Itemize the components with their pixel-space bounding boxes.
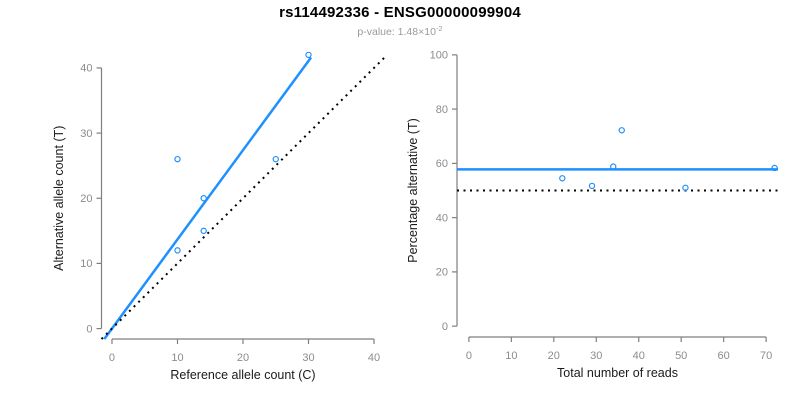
y-tick-label: 100 bbox=[430, 50, 448, 62]
data-point bbox=[588, 182, 596, 190]
x-tick-label: 70 bbox=[760, 350, 772, 362]
plot-subtitle: p-value: 1.48×10-2 bbox=[0, 24, 800, 38]
data-point bbox=[771, 164, 778, 172]
x-tick-label: 0 bbox=[109, 352, 115, 364]
y-axis-title: Percentage alternative (T) bbox=[406, 118, 420, 263]
x-tick-label: 30 bbox=[302, 352, 314, 364]
pvalue-text: p-value: 1.48×10 bbox=[357, 26, 436, 38]
x-tick-label: 20 bbox=[548, 350, 560, 362]
x-tick-label: 20 bbox=[237, 352, 249, 364]
data-points bbox=[174, 51, 312, 254]
data-point bbox=[174, 155, 181, 163]
fitted-ratio-line bbox=[103, 56, 313, 340]
data-point bbox=[272, 155, 279, 163]
y-tick-label: 20 bbox=[80, 193, 92, 205]
y-tick-label: 80 bbox=[436, 104, 448, 116]
y-tick-label: 20 bbox=[436, 267, 448, 279]
data-point bbox=[682, 184, 689, 191]
x-tick-label: 10 bbox=[505, 350, 517, 362]
y-tick-label: 0 bbox=[86, 323, 92, 335]
data-points bbox=[559, 127, 778, 191]
plot-title: rs114492336 - ENSG00000099904 bbox=[279, 4, 521, 21]
pvalue-exponent: -2 bbox=[435, 24, 443, 33]
x-tick-label: 30 bbox=[590, 350, 602, 362]
y-tick-label: 0 bbox=[442, 321, 448, 333]
x-tick-label: 40 bbox=[633, 350, 645, 362]
x-tick-label: 50 bbox=[675, 350, 687, 362]
data-point bbox=[610, 163, 617, 170]
x-axis: 0 10 20 30 40 50 60 70 bbox=[466, 336, 772, 362]
x-axis: 0 10 20 30 40 bbox=[109, 338, 380, 364]
percentage-scatter-plot: 0 10 20 30 40 50 60 70 0 20 40 60 80 100 Total number … bbox=[406, 50, 778, 380]
data-point bbox=[559, 175, 566, 182]
y-tick-label: 10 bbox=[80, 258, 92, 270]
y-tick-label: 60 bbox=[436, 158, 448, 170]
x-axis-title: Reference allele count (C) bbox=[170, 368, 315, 382]
y-tick-label: 40 bbox=[80, 63, 92, 75]
allele-count-scatter-plot: 0 10 20 30 40 0 10 20 30 40 Reference allele count… bbox=[52, 51, 386, 382]
data-point bbox=[174, 247, 181, 254]
x-axis-title: Total number of reads bbox=[557, 366, 678, 380]
x-tick-label: 10 bbox=[171, 352, 183, 364]
x-tick-label: 0 bbox=[466, 350, 472, 362]
identity-line bbox=[100, 56, 386, 340]
data-point bbox=[200, 227, 207, 235]
y-tick-label: 30 bbox=[80, 128, 92, 140]
y-axis: 0 10 20 30 40 bbox=[80, 63, 103, 335]
y-axis: 0 20 40 60 80 100 bbox=[430, 50, 458, 333]
data-point bbox=[618, 127, 625, 134]
x-tick-label: 60 bbox=[718, 350, 730, 362]
x-tick-label: 40 bbox=[368, 352, 380, 364]
data-point bbox=[305, 51, 312, 59]
data-point bbox=[200, 195, 207, 202]
y-tick-label: 40 bbox=[436, 212, 448, 224]
y-axis-title: Alternative allele count (T) bbox=[52, 126, 66, 271]
